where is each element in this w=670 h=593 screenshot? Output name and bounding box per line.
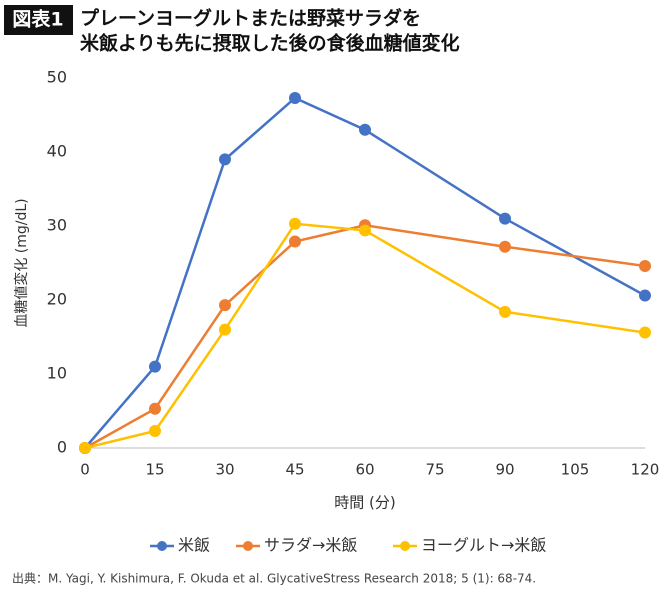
legend-marker: [400, 541, 410, 551]
legend-label: ヨーグルト→米飯: [421, 536, 546, 555]
y-tick-label: 0: [57, 438, 67, 457]
x-tick-label: 120: [631, 461, 660, 479]
data-point: [359, 123, 371, 136]
data-point: [219, 323, 231, 336]
data-point: [149, 360, 161, 373]
data-point: [219, 153, 231, 166]
data-point: [289, 217, 301, 230]
data-point: [359, 224, 371, 237]
y-axis-label: 血糖値変化 (mg/dL): [13, 198, 30, 327]
x-tick-label: 105: [561, 461, 590, 479]
x-tick-label: 15: [145, 461, 164, 479]
x-tick-label: 45: [285, 461, 304, 479]
y-tick-label: 30: [47, 216, 67, 235]
x-tick-label: 60: [355, 461, 374, 479]
data-point: [289, 235, 301, 248]
source: 出典：M. Yagi, Y. Kishimura, F. Okuda et al…: [12, 572, 536, 586]
series-line: [84, 96, 646, 449]
data-point: [289, 91, 301, 104]
x-tick-label: 90: [495, 461, 514, 479]
x-tick-label: 75: [425, 461, 444, 479]
x-tick-label: 30: [215, 461, 234, 479]
data-point: [79, 442, 91, 454]
y-tick-label: 50: [47, 68, 67, 87]
x-axis-label: 時間 (分): [334, 494, 395, 512]
title-line: 米飯よりも先に摂取した後の食後血糖値変化: [80, 32, 460, 55]
badge-box: [4, 5, 73, 35]
data-point: [499, 212, 511, 225]
legend-label: サラダ→米飯: [264, 536, 357, 555]
series-line: [84, 222, 646, 450]
legend-marker: [157, 541, 167, 551]
data-point: [149, 424, 161, 437]
data-point: [639, 259, 651, 272]
y-tick-label: 10: [47, 364, 67, 383]
badge: 図表1: [12, 8, 63, 31]
y-tick-label: 20: [47, 290, 67, 309]
data-point: [639, 326, 651, 339]
data-point: [499, 305, 511, 318]
y-tick-label: 40: [47, 142, 67, 161]
data-point: [149, 402, 161, 415]
x-tick-label: 0: [80, 461, 90, 479]
series-line: [84, 223, 646, 450]
data-point: [639, 289, 651, 302]
legend-label: 米飯: [178, 536, 210, 555]
data-point: [219, 299, 231, 312]
title-line: プレーンヨーグルトまたは野菜サラダを: [80, 7, 421, 30]
legend-marker: [243, 541, 253, 551]
data-point: [499, 240, 511, 253]
